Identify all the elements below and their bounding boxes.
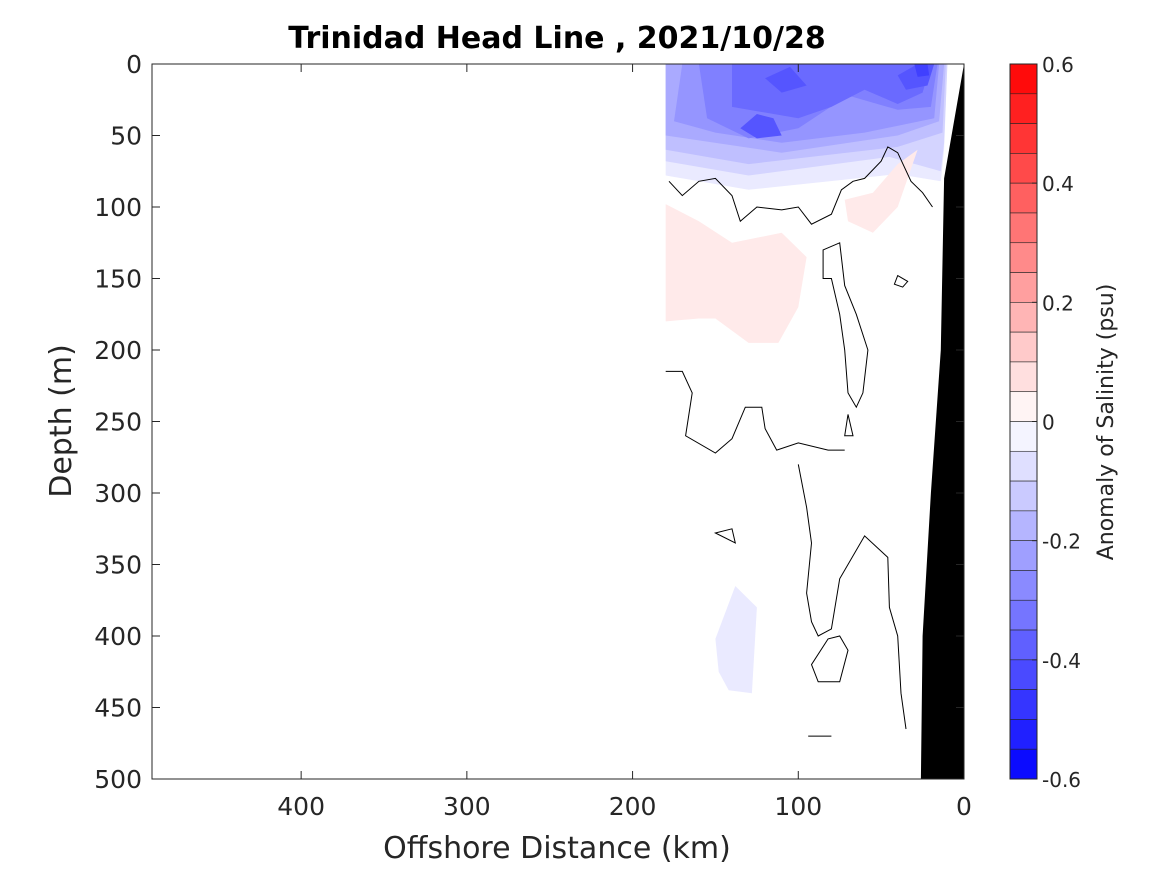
colorbar-step: [1009, 242, 1038, 273]
colorbar-step: [1009, 153, 1038, 184]
colorbar-tick-label: 0.4: [1042, 172, 1074, 196]
colorbar-step: [1009, 331, 1038, 363]
colorbar-step: [1009, 599, 1038, 631]
colorbar-step: [1009, 659, 1038, 690]
zero-contour-5: [797, 464, 907, 730]
zero-contour-1: [822, 242, 869, 409]
seafloor-bathymetry: [920, 64, 964, 779]
anomaly-region-13: [844, 149, 918, 233]
colorbar-step: [1009, 510, 1038, 541]
colorbar-step: [1009, 123, 1038, 154]
colorbar-step: [1009, 361, 1038, 393]
colorbar-tick-label: -0.4: [1042, 649, 1081, 673]
zero-contour-7: [810, 635, 849, 683]
y-tick-label: 50: [110, 122, 142, 151]
zero-contour-6: [713, 528, 737, 544]
anomaly-region-7: [740, 114, 782, 139]
y-tick-label: 0: [126, 50, 142, 79]
x-axis-label: Offshore Distance (km): [383, 831, 731, 866]
colorbar-label: Anomaly of Salinity (psu): [1094, 284, 1119, 561]
anomaly-region-12: [665, 204, 807, 343]
x-tick-label: 0: [956, 792, 972, 821]
y-tick-label: 450: [94, 694, 142, 723]
x-tick-label: 200: [609, 792, 657, 821]
plot-area: 0 50 100 150 200 250 300 350 400 450 500 400 300 200 1…: [94, 50, 972, 821]
colorbar-tick-label: 0: [1042, 411, 1055, 435]
y-tick-label: 500: [94, 765, 142, 794]
colorbar-step: [1009, 570, 1038, 601]
x-tick-label: 100: [774, 792, 822, 821]
colorbar-step: [1009, 182, 1038, 214]
colorbar-step: [1009, 391, 1038, 422]
zero-contour-3: [844, 414, 854, 437]
y-tick-label: 400: [94, 622, 142, 651]
anomaly-region-11: [715, 586, 757, 694]
colorbar-step: [1009, 450, 1038, 482]
colorbar-tick-label: -0.2: [1042, 530, 1081, 554]
colorbar-tick-label: 0.2: [1042, 291, 1074, 315]
anomaly-region-10: [914, 64, 930, 77]
y-tick-label: 150: [94, 265, 142, 294]
colorbar: 0.6 0.4 0.2 0 -0.2 -0.4 -0.6: [1009, 53, 1081, 792]
colorbar-step: [1009, 302, 1038, 333]
y-tick-label: 350: [94, 551, 142, 580]
colorbar-step: [1009, 421, 1038, 452]
y-tick-label: 200: [94, 336, 142, 365]
colorbar-step: [1009, 272, 1038, 303]
chart-title: Trinidad Head Line , 2021/10/28: [288, 21, 825, 56]
anomaly-region-8: [765, 66, 807, 93]
colorbar-step: [1009, 719, 1038, 750]
colorbar-step: [1009, 212, 1038, 244]
colorbar-step: [1009, 480, 1038, 512]
zero-contour-2: [665, 370, 845, 454]
zero-contour-0: [668, 146, 933, 225]
y-tick-label: 100: [94, 193, 142, 222]
colorbar-step: [1009, 689, 1038, 720]
y-tick-label: 250: [94, 408, 142, 437]
colorbar-step: [1009, 629, 1038, 661]
colorbar-step: [1009, 748, 1038, 780]
colorbar-step: [1009, 63, 1038, 95]
x-tick-label: 300: [443, 792, 491, 821]
y-axis-label: Depth (m): [44, 344, 79, 498]
colorbar-tick-label: 0.6: [1042, 53, 1074, 77]
y-tick-label: 300: [94, 479, 142, 508]
plot-background: [152, 64, 964, 779]
x-tick-label: 400: [277, 792, 325, 821]
colorbar-tick-label: -0.6: [1042, 768, 1081, 792]
colorbar-step: [1009, 93, 1038, 124]
zero-contour-4: [893, 274, 909, 288]
colorbar-step: [1009, 540, 1038, 571]
